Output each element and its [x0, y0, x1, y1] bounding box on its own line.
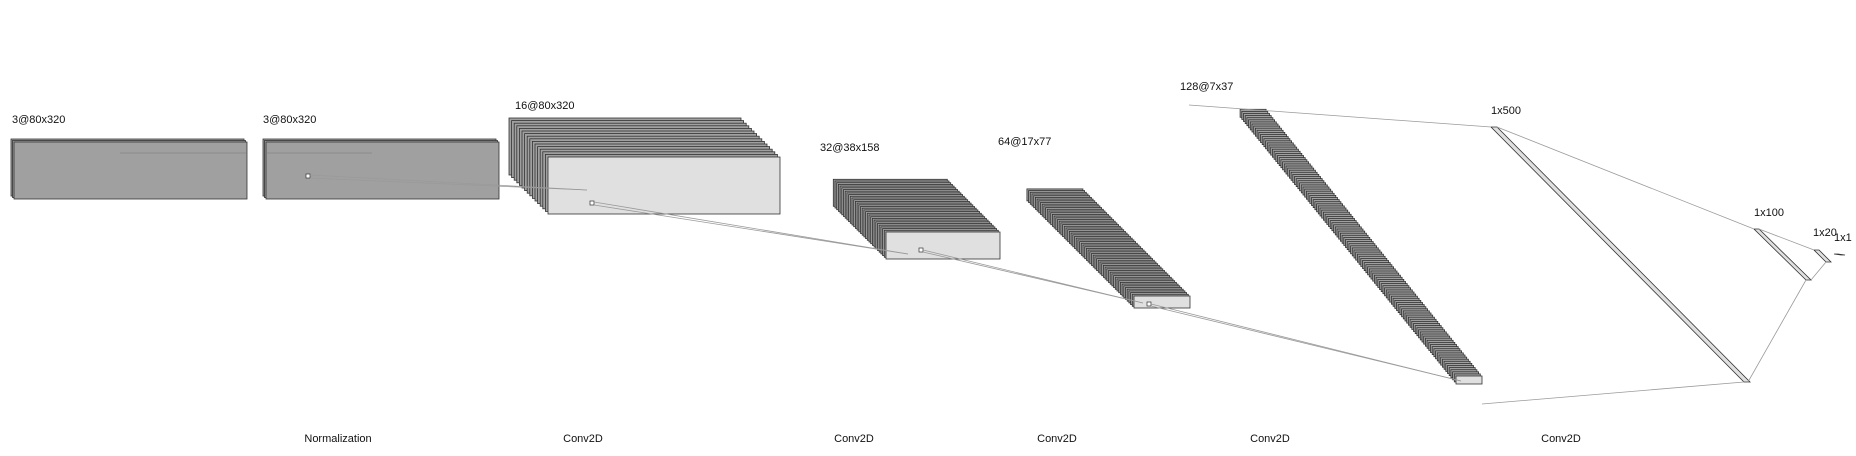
dense-bar [1490, 126, 1751, 383]
kernel-box [918, 247, 924, 253]
feature-map-stack-conv2 [832, 178, 1001, 260]
dense-bar [1833, 253, 1846, 256]
operation-label-conv2d-5: Conv2D [1541, 433, 1581, 445]
kernel-box [305, 173, 311, 179]
feature-map-stack-conv3 [1026, 188, 1191, 309]
dense-layer-1 [1833, 253, 1846, 256]
dense-layer-500 [1490, 126, 1751, 383]
operation-label-conv2d-3: Conv2D [1037, 433, 1077, 445]
layer-label-input: 3@80x320 [12, 114, 65, 126]
dense-layer-100 [1753, 228, 1812, 281]
feature-map-front [1133, 295, 1191, 309]
layer-label-conv2: 32@38x158 [820, 142, 880, 154]
operation-label-normalization: Normalization [304, 433, 371, 445]
connector-line [1758, 228, 1815, 251]
connector-line [922, 251, 1144, 304]
operation-label-conv2d-2: Conv2D [834, 433, 874, 445]
layer-label-conv1: 16@80x320 [515, 100, 575, 112]
connector-line [1481, 381, 1745, 405]
connector-line [309, 177, 588, 191]
connector-line [1496, 126, 1755, 230]
feature-map-stack-input [10, 138, 248, 200]
feature-map-front [1455, 375, 1483, 385]
connector-line [593, 204, 909, 255]
dense-bar [1753, 228, 1812, 281]
feature-map-stack-conv4 [1239, 108, 1483, 385]
connector-line [1188, 104, 1492, 128]
layer-label-dense-100: 1x100 [1754, 207, 1784, 219]
feature-map-front [13, 141, 248, 200]
layer-label-conv4: 128@7x37 [1180, 81, 1233, 93]
feature-map-front [547, 156, 781, 215]
dense-layer-20 [1813, 249, 1832, 263]
feature-map-front [265, 141, 500, 200]
connector-lines [305, 104, 1827, 405]
connector-line [1747, 279, 1807, 383]
connector-line [1810, 261, 1827, 281]
operation-label-conv2d-1: Conv2D [563, 433, 603, 445]
layer-label-conv3: 64@17x77 [998, 136, 1051, 148]
layer-label-dense-500: 1x500 [1491, 105, 1521, 117]
feature-map-stack-normalized [262, 138, 500, 200]
connector-line [309, 174, 588, 191]
connector-line [593, 201, 909, 255]
layer-label-normalized: 3@80x320 [263, 114, 316, 126]
dense-bar [1813, 249, 1832, 263]
layer-label-dense-20: 1x20 [1813, 227, 1837, 239]
operation-label-conv2d-4: Conv2D [1250, 433, 1290, 445]
kernel-box [1146, 301, 1152, 307]
kernel-box [589, 200, 595, 206]
connector-line [1150, 305, 1462, 382]
feature-map-stack-conv1 [508, 117, 781, 215]
layer-label-dense-1: 1x1 [1834, 232, 1852, 244]
